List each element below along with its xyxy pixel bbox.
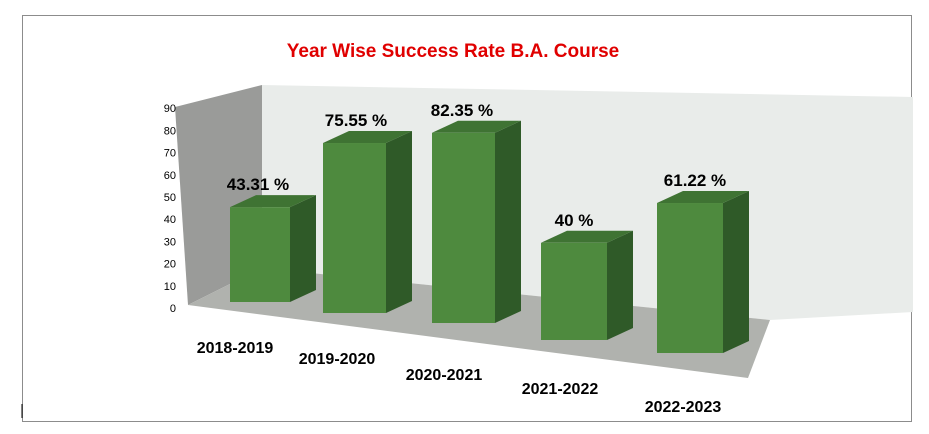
bar-2021-2022: 40 % — [541, 211, 633, 340]
y-tick-label: 10 — [164, 281, 176, 293]
y-tick-label: 50 — [164, 192, 176, 204]
x-category-label: 2022-2023 — [645, 399, 722, 416]
bar-front — [657, 203, 723, 353]
bar-top — [230, 195, 316, 208]
x-category-label: 2020-2021 — [406, 367, 483, 384]
back-wall — [262, 85, 913, 320]
y-tick-label: 30 — [164, 236, 176, 248]
y-tick-label: 40 — [164, 214, 176, 226]
data-label: 75.55 % — [325, 111, 387, 130]
bar-front — [323, 143, 386, 313]
bar-front — [541, 242, 607, 340]
y-tick-label: 60 — [164, 170, 176, 182]
bar-2019-2020: 75.55 % — [323, 111, 412, 313]
bar-side — [723, 191, 749, 353]
x-category-label: 2021-2022 — [522, 381, 599, 398]
bar-2022-2023: 61.22 % — [657, 171, 749, 353]
data-label: 43.31 % — [227, 175, 289, 194]
data-label: 40 % — [555, 211, 594, 230]
data-label: 61.22 % — [664, 171, 726, 190]
x-category-label: 2018-2019 — [197, 340, 274, 357]
chart-title: Year Wise Success Rate B.A. Course — [287, 41, 619, 62]
bar-top — [541, 230, 633, 243]
bar-side — [607, 230, 633, 340]
y-tick-label: 20 — [164, 259, 176, 271]
y-tick-label: 70 — [164, 148, 176, 160]
y-tick-label: 0 — [170, 303, 176, 315]
bar-front — [432, 132, 495, 323]
bar-top — [657, 191, 749, 204]
bar-2020-2021: 82.35 % — [431, 101, 521, 323]
bar-side — [290, 195, 316, 302]
x-category-label: 2019-2020 — [299, 351, 376, 368]
bar-front — [230, 207, 290, 302]
data-label: 82.35 % — [431, 101, 493, 120]
y-tick-label: 90 — [164, 103, 176, 115]
bar-top — [323, 131, 412, 144]
bar-side — [386, 131, 412, 313]
y-tick-label: 80 — [164, 125, 176, 137]
bar-side — [495, 120, 521, 323]
bar-2018-2019: 43.31 % — [227, 175, 316, 302]
bar-top — [432, 120, 521, 133]
